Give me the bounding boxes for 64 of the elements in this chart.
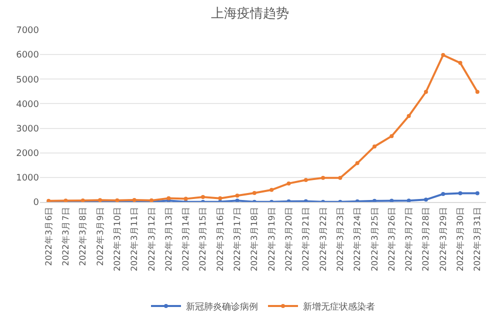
- point: [390, 198, 394, 202]
- x-tick-label: 2022年3月14日: [180, 206, 192, 272]
- x-tick-label: 2022年3月6日: [43, 206, 54, 266]
- x-tick-label: 2022年3月9日: [94, 206, 106, 266]
- x-tick-label: 2022年3月17日: [232, 206, 244, 272]
- point: [441, 192, 446, 196]
- y-tick-label: 5000: [16, 75, 40, 86]
- point: [475, 191, 480, 196]
- point: [252, 191, 256, 196]
- x-tick-label: 2022年3月11日: [129, 206, 140, 272]
- x-tick-label: 2022年3月24日: [352, 206, 364, 272]
- x-tick-label: 2022年3月29日: [438, 206, 449, 272]
- legend-label: 新增无症状感染者: [303, 301, 375, 312]
- x-tick-label: 2022年3月15日: [198, 206, 209, 272]
- point: [424, 198, 428, 202]
- point: [184, 196, 188, 201]
- point: [406, 198, 411, 202]
- point: [390, 134, 394, 138]
- x-tick-label: 2022年3月28日: [420, 206, 432, 272]
- x-tick-label: 2022年3月16日: [214, 206, 226, 272]
- x-tick-label: 2022年3月8日: [78, 206, 89, 266]
- x-tick-label: 2022年3月19日: [266, 206, 278, 272]
- x-tick-label: 2022年3月20日: [283, 206, 294, 272]
- point: [321, 176, 326, 180]
- x-tick-label: 2022年3月13日: [163, 206, 174, 272]
- point: [372, 198, 376, 202]
- y-tick-label: 4000: [16, 100, 40, 110]
- x-tick-label: 2022年3月31日: [472, 206, 484, 272]
- chart-title: 上海疫情趋势: [211, 6, 289, 22]
- y-tick-label: 3000: [16, 124, 40, 134]
- point: [235, 194, 240, 198]
- point: [218, 196, 222, 200]
- legend-label: 新冠肺炎确诊病例: [186, 301, 258, 312]
- point: [270, 188, 274, 192]
- y-tick-label: 1000: [16, 174, 40, 184]
- x-tick-label: 2022年3月23日: [334, 206, 346, 272]
- y-tick-label: 6000: [16, 50, 40, 61]
- point: [372, 144, 376, 148]
- x-tick-label: 2022年3月7日: [60, 206, 72, 266]
- point: [406, 114, 411, 118]
- y-tick-label: 2000: [16, 149, 40, 160]
- point: [424, 90, 428, 94]
- x-tick-label: 2022年3月10日: [112, 206, 123, 272]
- point: [441, 53, 446, 58]
- point: [458, 191, 462, 196]
- x-tick-label: 2022年3月27日: [404, 206, 415, 272]
- point: [355, 161, 360, 166]
- y-tick-label: 7000: [16, 26, 40, 36]
- x-tick-label: 2022年3月21日: [300, 206, 312, 272]
- x-tick-label: 2022年3月30日: [455, 206, 466, 272]
- y-tick-label: 0: [33, 198, 40, 208]
- point: [338, 176, 342, 180]
- point: [458, 60, 462, 65]
- point: [475, 90, 480, 94]
- point: [286, 181, 291, 186]
- point: [166, 196, 171, 200]
- x-tick-label: 2022年3月12日: [146, 206, 158, 272]
- x-tick-label: 2022年3月25日: [369, 206, 380, 272]
- x-tick-label: 2022年3月26日: [386, 206, 398, 272]
- x-tick-label: 2022年3月18日: [249, 206, 260, 272]
- point: [200, 195, 205, 200]
- point: [235, 198, 240, 202]
- point: [304, 178, 308, 182]
- x-tick-label: 2022年3月22日: [318, 206, 329, 272]
